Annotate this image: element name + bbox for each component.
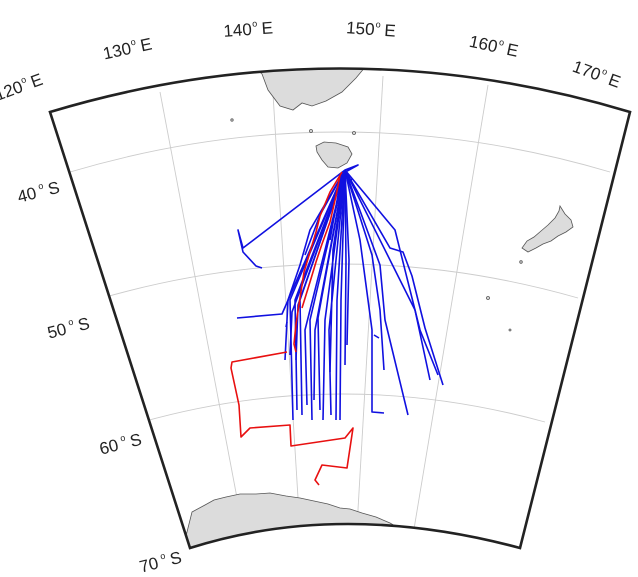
track (339, 164, 359, 181)
lon-label-130-suffix: E (139, 34, 154, 55)
degree-mark: o (130, 37, 137, 48)
degree-mark: o (119, 433, 126, 444)
track (328, 169, 346, 416)
track (237, 169, 346, 269)
track (344, 169, 350, 346)
longitude-labels: 120 o E 130 o E 140 o E 150 o E 160 o E … (0, 18, 623, 105)
lat-label-70: 70 o S (137, 548, 184, 577)
lat-label-50-suffix: S (76, 314, 92, 335)
track (344, 169, 385, 371)
island (309, 129, 313, 133)
lat-label-50: 50 o S (45, 314, 92, 343)
lat-label-70-suffix: S (168, 548, 184, 569)
track (289, 169, 346, 421)
lon-label-150: 150 o E (346, 18, 397, 41)
island (230, 118, 234, 122)
lon-label-140-value: 140 (223, 20, 253, 41)
track (344, 169, 385, 414)
map-background (50, 68, 630, 548)
degree-mark: o (67, 317, 74, 328)
tasmania (315, 141, 353, 169)
lat-label-40-value: 40 (15, 184, 38, 207)
lon-label-170: 170 o E (570, 57, 623, 92)
latitude-labels: 40 o S 50 o S 60 o S 70 o S (15, 178, 184, 577)
track (344, 169, 409, 416)
track (301, 174, 341, 309)
lon-label-170-suffix: E (606, 70, 623, 92)
track (293, 171, 343, 353)
track (344, 169, 439, 376)
parallel-60s (141, 393, 546, 423)
lon-label-150-suffix: E (384, 21, 397, 41)
meridian-160 (412, 84, 489, 536)
lat-label-40: 40 o S (15, 178, 62, 207)
track (285, 321, 288, 328)
track (344, 169, 444, 386)
track (230, 351, 354, 486)
degree-mark: o (159, 551, 166, 562)
lat-label-60-value: 60 (97, 436, 120, 459)
degree-mark: o (252, 18, 258, 28)
track (329, 169, 346, 241)
lat-label-60: 60 o S (97, 430, 144, 459)
lon-label-150-value: 150 (346, 18, 376, 39)
island (486, 296, 490, 300)
track (329, 169, 346, 373)
track (373, 334, 380, 339)
track (339, 169, 346, 421)
lon-label-160-suffix: E (505, 40, 520, 61)
track (294, 169, 346, 411)
lon-label-140-suffix: E (261, 18, 274, 38)
map-frame (48, 67, 632, 550)
lon-label-170-value: 170 (570, 57, 603, 85)
track (344, 169, 431, 381)
island (352, 131, 356, 135)
lon-label-120: 120 o E (0, 70, 45, 105)
track (344, 169, 347, 366)
lat-label-50-value: 50 (45, 320, 68, 343)
meridian-150 (356, 75, 384, 528)
island (508, 328, 512, 332)
new-zealand-north (521, 204, 574, 253)
lon-label-130-value: 130 (101, 39, 133, 63)
meridian-130 (159, 91, 246, 541)
track (304, 169, 346, 406)
lat-label-60-suffix: S (128, 430, 144, 451)
degree-mark: o (19, 74, 27, 85)
lon-label-120-suffix: E (28, 70, 45, 92)
meridian-lines (159, 75, 489, 541)
track (322, 169, 346, 421)
track (317, 169, 346, 411)
small-islands (230, 118, 523, 332)
red-tracks (230, 171, 354, 486)
degree-mark: o (601, 66, 609, 77)
lon-label-130: 130 o E (101, 34, 154, 63)
blue-tracks (236, 164, 444, 421)
island (519, 260, 523, 264)
lon-label-160: 160 o E (468, 32, 520, 61)
degree-mark: o (498, 37, 505, 48)
track (335, 169, 346, 421)
lat-label-40-suffix: S (46, 178, 62, 199)
degree-mark: o (375, 19, 381, 29)
parallel-40s (69, 131, 611, 173)
lat-label-70-value: 70 (137, 554, 160, 577)
degree-mark: o (37, 181, 44, 192)
lon-label-140: 140 o E (223, 18, 274, 41)
lon-label-160-value: 160 (468, 32, 500, 56)
